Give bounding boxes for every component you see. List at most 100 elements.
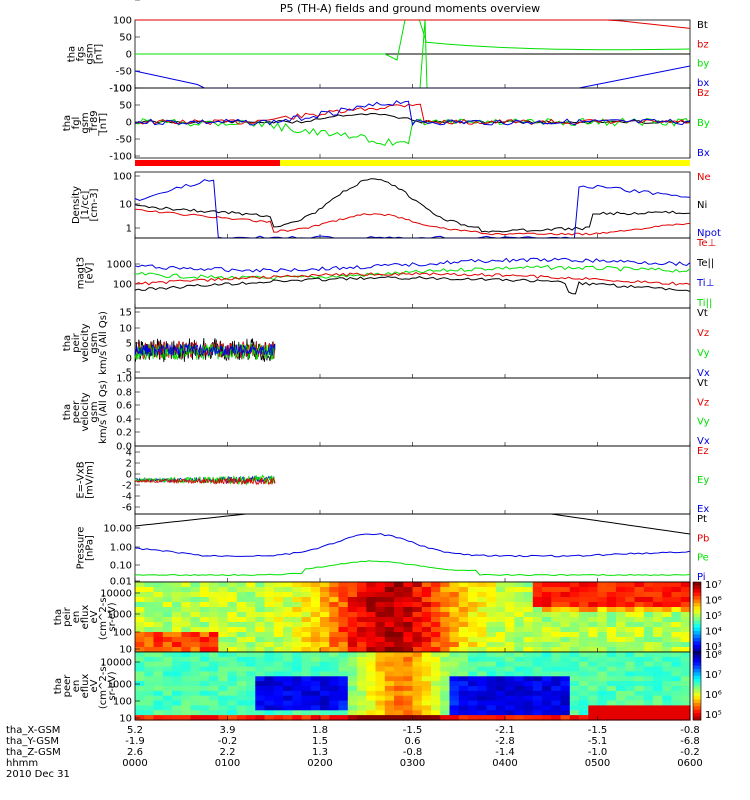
spectrogram-cell (560, 597, 571, 603)
legend-entry: Ni (697, 200, 707, 211)
spectrogram-cell (283, 587, 293, 593)
spectrogram-cell (301, 592, 312, 598)
spectrogram-cell (153, 671, 164, 677)
spectrogram-cell (458, 647, 469, 653)
spectrogram-cell (246, 652, 256, 658)
spectrogram-cell (643, 627, 654, 633)
spectrogram-cell (347, 700, 358, 707)
spectrogram-cell (597, 656, 608, 663)
spectrogram-cell (458, 715, 469, 721)
spectrogram-cell (135, 592, 145, 598)
spectrogram-cell (468, 666, 478, 673)
spectrogram-cell (495, 612, 506, 618)
spectrogram-cell (680, 632, 691, 638)
spectrogram-cell (449, 602, 460, 608)
spectrogram-cell (384, 617, 395, 623)
spectrogram-cell (680, 622, 691, 628)
spectrogram-cell (366, 705, 377, 711)
spectrogram-cell (357, 681, 367, 687)
spectrogram-cell (514, 690, 525, 697)
spectrogram-cell (477, 695, 488, 702)
spectrogram-cell (449, 676, 460, 682)
spectrogram-cell (523, 666, 534, 673)
spectrogram-cell (172, 666, 182, 673)
spectrogram-cell (292, 705, 303, 711)
spectrogram-cell (505, 681, 515, 687)
legend-entry: bz (697, 39, 709, 50)
spectrogram-cell (616, 622, 626, 628)
x-tick-label: 0200 (307, 758, 332, 769)
spectrogram-cell (486, 661, 497, 668)
spectrogram-cell (643, 647, 654, 653)
spectrogram-cell (338, 661, 349, 668)
spectrogram-cell (440, 686, 451, 692)
spectrogram-cell (199, 656, 210, 663)
spectrogram-cell (412, 666, 423, 673)
spectrogram-cell (606, 695, 617, 702)
spectrogram-cell (514, 710, 525, 716)
spectrogram-cell (292, 622, 303, 628)
spectrogram-cell (347, 676, 358, 682)
spectrogram-cell (588, 632, 599, 638)
spectrogram-cell (468, 681, 478, 687)
spectrogram-cell (366, 681, 377, 687)
spectrogram-cell (440, 632, 451, 638)
spectrogram-cell (227, 592, 238, 598)
spectrogram-cell (532, 627, 543, 633)
spectrogram-cell (532, 690, 543, 697)
spectrogram-cell (264, 602, 275, 608)
spectrogram-cell (384, 661, 395, 668)
spectrogram-cell (394, 690, 404, 697)
spectrogram-cell (653, 652, 663, 658)
colorbar-tick-label: 10⁴ (705, 627, 722, 638)
spectrogram-cell (153, 690, 164, 697)
spectrogram-cell (653, 632, 663, 638)
spectrogram-cell (569, 671, 580, 677)
spectrogram-cell (449, 597, 460, 603)
spectrogram-cell (236, 671, 247, 677)
spectrogram-cell (338, 637, 349, 643)
spectrogram-cell (181, 695, 192, 702)
spectrogram-cell (412, 671, 423, 677)
spectrogram-cell (431, 622, 441, 628)
y-axis-label-line: peer (62, 674, 73, 698)
spectrogram-cell (394, 656, 404, 663)
spectrogram-cell (357, 607, 367, 613)
spectrogram-cell (542, 681, 552, 687)
y-axis-label-line: eflux (80, 605, 91, 630)
x-row-value: -1.9 (125, 736, 145, 747)
spectrogram-cell (588, 627, 599, 633)
spectrogram-cell (653, 582, 663, 588)
spectrogram-cell (523, 656, 534, 663)
spectrogram-cell (329, 642, 340, 648)
spectrogram-cell (273, 647, 284, 653)
spectrogram-cell (199, 617, 210, 623)
spectrogram-cell (366, 612, 377, 618)
spectrogram-cell (135, 642, 145, 648)
spectrogram-cell (273, 587, 284, 593)
spectrogram-cell (588, 592, 599, 598)
colorbar-cell (693, 692, 701, 697)
spectrogram-cell (643, 666, 654, 673)
spectrogram-cell (421, 627, 432, 633)
spectrogram-cell (560, 607, 571, 613)
spectrogram-cell (273, 656, 284, 663)
y-axis-label-line: fgs (76, 46, 87, 61)
x-tick-label: 0400 (492, 758, 517, 769)
spectrogram-cell (449, 627, 460, 633)
spectrogram-cell (264, 617, 275, 623)
y-tick-label: 0 (126, 354, 132, 365)
spectrogram-cell (662, 602, 673, 608)
spectrogram-cell (634, 676, 645, 682)
spectrogram-cell (662, 661, 673, 668)
spectrogram-cell (579, 681, 589, 687)
spectrogram-cell (135, 617, 145, 623)
spectrogram-cell (606, 597, 617, 603)
spectrogram-cell (468, 671, 478, 677)
spectrogram-cell (375, 627, 386, 633)
spectrogram-cell (338, 671, 349, 677)
colorbar-cell (693, 662, 701, 667)
spectrogram-cell (579, 617, 589, 623)
spectrogram-cell (347, 666, 358, 673)
spectrogram-cell (144, 592, 155, 598)
